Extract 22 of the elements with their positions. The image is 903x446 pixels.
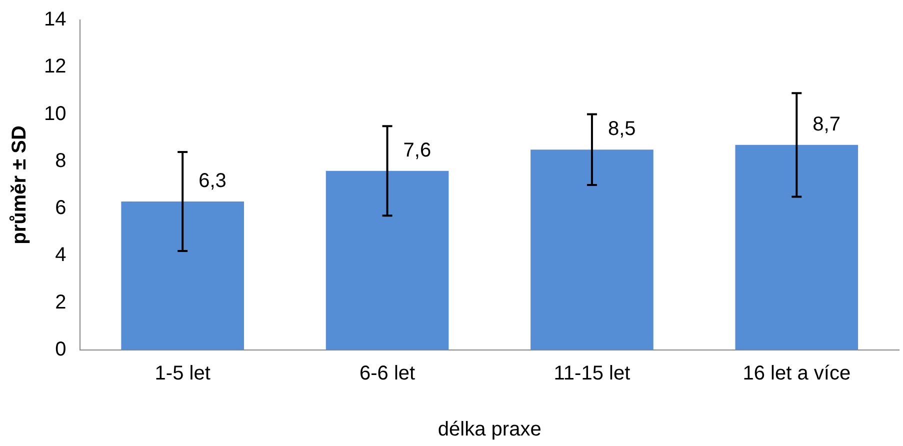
data-label: 8,5 (608, 118, 636, 140)
y-tick-label: 8 (55, 150, 66, 172)
bar (326, 170, 449, 350)
data-label: 8,7 (812, 113, 840, 136)
bar (121, 202, 244, 350)
y-tick-label: 12 (44, 56, 66, 78)
y-tick-label: 10 (44, 102, 66, 125)
y-tick-label: 6 (55, 197, 66, 220)
bar (735, 144, 858, 350)
y-tick-label: 14 (44, 8, 66, 31)
x-axis-title: délka praxe (438, 418, 542, 441)
x-tick-label: 6-6 let (359, 362, 416, 385)
y-axis-title: průměr ± SD (8, 126, 31, 244)
y-tick-label: 4 (55, 244, 66, 266)
x-tick-label: 1-5 let (154, 362, 211, 385)
data-label: 7,6 (403, 139, 432, 162)
x-tick-label: 16 let a více (742, 362, 851, 385)
y-tick-label: 2 (55, 291, 66, 314)
y-tick-label: 0 (55, 338, 66, 361)
x-tick-label: 11-15 let (554, 362, 631, 385)
bar (530, 150, 654, 350)
data-label: 6,3 (198, 170, 226, 192)
